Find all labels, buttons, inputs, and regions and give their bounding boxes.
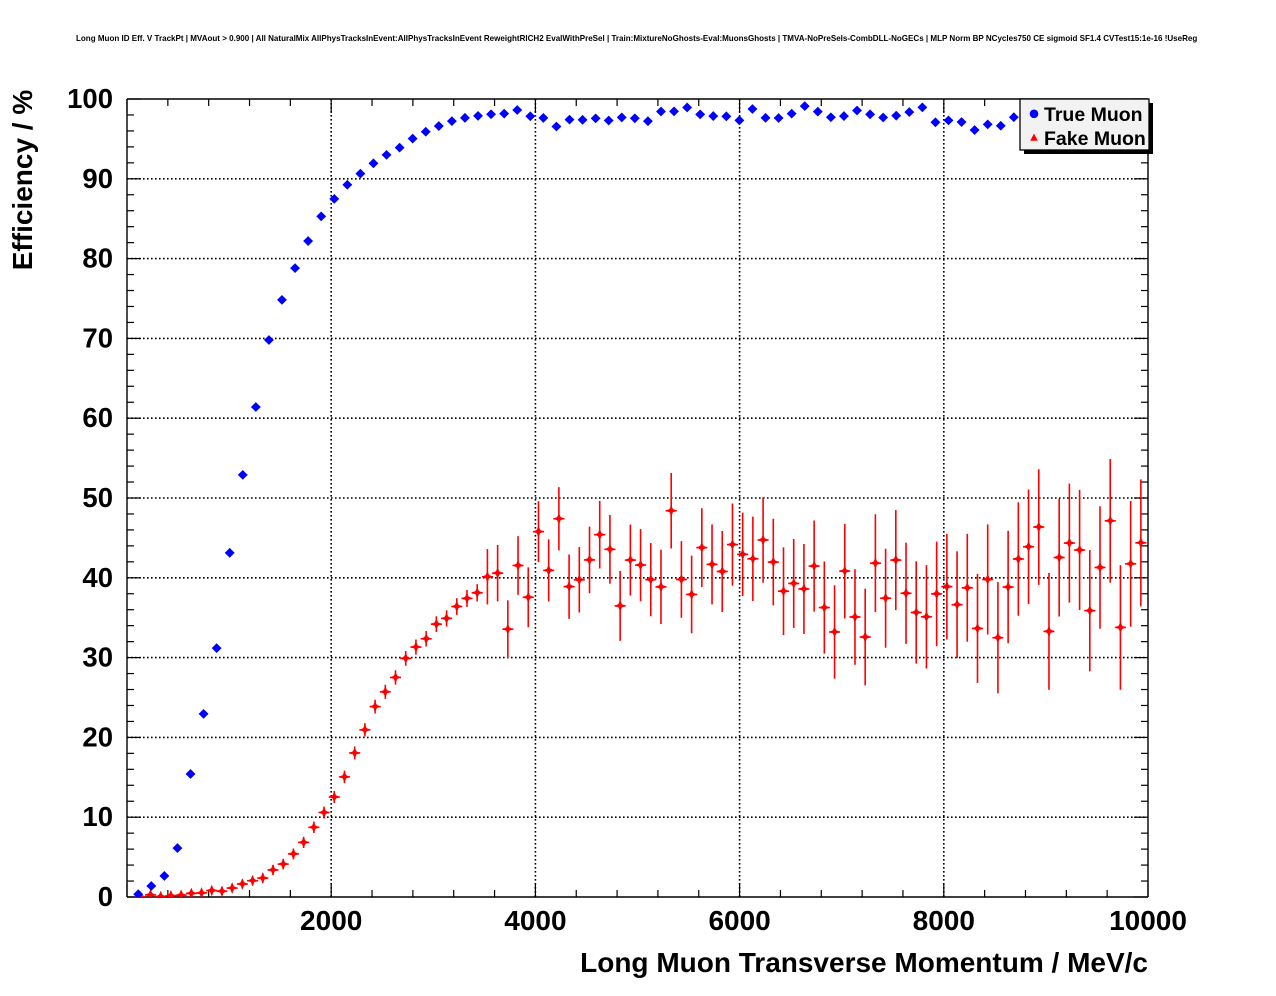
svg-text:2000: 2000	[300, 905, 362, 936]
svg-text:90: 90	[82, 163, 113, 194]
svg-text:True Muon: True Muon	[1044, 104, 1143, 126]
svg-text:0: 0	[98, 881, 113, 912]
svg-text:Fake Muon: Fake Muon	[1044, 128, 1146, 150]
svg-text:Efficiency / %: Efficiency / %	[7, 90, 38, 271]
svg-text:40: 40	[82, 562, 113, 593]
svg-text:50: 50	[82, 482, 113, 513]
svg-text:10: 10	[82, 801, 113, 832]
svg-text:30: 30	[82, 642, 113, 673]
svg-text:80: 80	[82, 243, 113, 274]
svg-text:Long Muon Transverse Momentum: Long Muon Transverse Momentum / MeV/c	[580, 947, 1148, 978]
svg-text:70: 70	[82, 322, 113, 353]
svg-text:4000: 4000	[504, 905, 566, 936]
svg-text:100: 100	[67, 83, 113, 114]
svg-text:6000: 6000	[708, 905, 770, 936]
svg-text:10000: 10000	[1109, 905, 1187, 936]
svg-text:60: 60	[82, 402, 113, 433]
svg-text:20: 20	[82, 721, 113, 752]
svg-text:Long Muon ID Eff. V TrackPt |: Long Muon ID Eff. V TrackPt | MVAout > 0…	[76, 34, 1197, 43]
svg-text:8000: 8000	[913, 905, 975, 936]
